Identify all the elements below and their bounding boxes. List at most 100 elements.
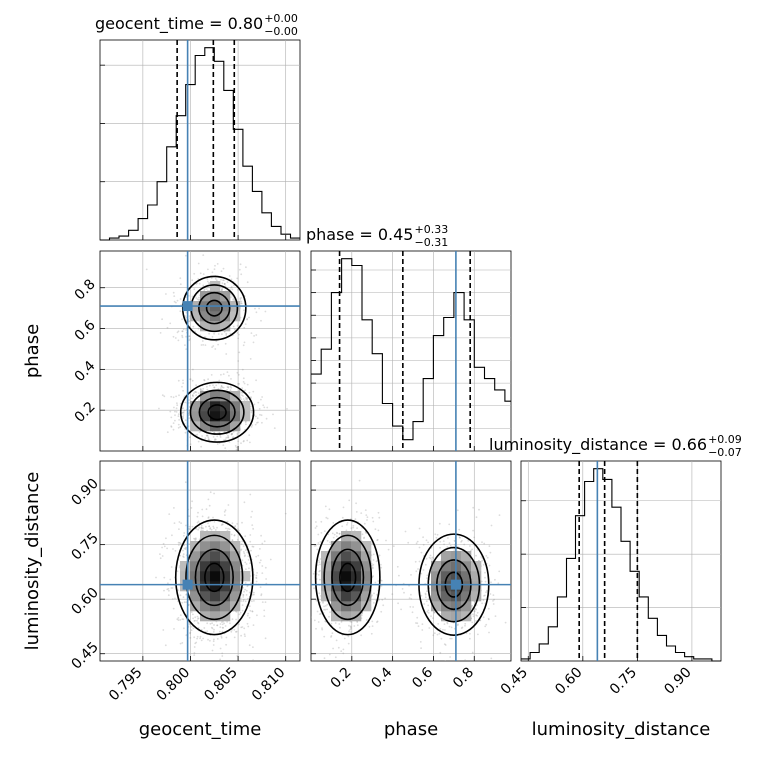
sample-point <box>172 291 175 294</box>
sample-point <box>197 627 200 629</box>
sample-point <box>190 507 193 509</box>
sample-point <box>477 633 479 636</box>
density-cell <box>230 551 241 562</box>
sample-point <box>252 528 255 530</box>
sample-point <box>166 588 169 591</box>
sample-point <box>348 499 351 502</box>
sample-point <box>208 282 211 285</box>
density-cell <box>341 541 352 552</box>
sample-point <box>438 522 441 525</box>
sample-point <box>427 598 430 601</box>
sample-point <box>315 521 317 523</box>
density-cell <box>200 531 211 542</box>
sample-point <box>207 268 209 271</box>
sample-point <box>211 622 214 625</box>
sample-point <box>450 637 453 640</box>
sample-point <box>318 570 321 573</box>
sample-point <box>172 548 174 550</box>
sample-point <box>172 396 175 399</box>
sample-point <box>212 384 214 387</box>
sample-point <box>182 556 185 558</box>
sample-point <box>254 423 257 426</box>
sample-point <box>208 504 211 507</box>
sample-point <box>350 527 353 529</box>
density-cell <box>220 311 231 322</box>
sample-point <box>240 442 242 445</box>
sample-point <box>444 629 446 631</box>
sample-point <box>209 528 212 530</box>
sample-point <box>167 587 170 590</box>
sample-point <box>192 395 195 398</box>
sample-point <box>189 378 192 381</box>
sample-point <box>221 386 224 389</box>
title-main: geocent_time = 0.80 <box>95 14 263 34</box>
sample-point <box>249 540 252 543</box>
sample-point <box>222 386 225 389</box>
sample-point <box>238 268 241 271</box>
sample-point <box>484 576 486 579</box>
sample-point <box>460 541 462 543</box>
sample-point <box>176 404 179 407</box>
sample-point <box>209 639 211 642</box>
sample-point <box>194 537 197 540</box>
sample-point <box>216 526 218 529</box>
density-cell <box>210 561 221 572</box>
sample-point <box>172 428 175 431</box>
sample-point <box>184 419 187 422</box>
sample-point <box>220 524 223 526</box>
sample-point <box>473 610 476 613</box>
sample-point <box>387 548 390 551</box>
density-cell <box>441 611 452 622</box>
sample-point <box>207 438 210 440</box>
sample-point <box>261 542 264 545</box>
sample-point <box>253 335 256 337</box>
sample-point <box>182 412 185 414</box>
sample-point <box>241 609 244 612</box>
sample-point <box>243 341 246 344</box>
sample-point <box>244 600 247 603</box>
sample-point <box>366 516 369 519</box>
sample-point <box>424 593 427 596</box>
sample-point <box>332 536 335 539</box>
density-cell <box>331 581 342 592</box>
sample-point <box>321 628 324 631</box>
sample-point <box>243 633 246 636</box>
sample-point <box>246 281 249 284</box>
sample-point <box>170 395 173 398</box>
sample-point <box>244 549 247 551</box>
sample-point <box>167 582 169 585</box>
sample-point <box>433 632 436 635</box>
sample-point <box>208 525 211 528</box>
sample-point <box>238 351 241 354</box>
density-cell <box>441 561 452 572</box>
density-cell <box>341 581 352 592</box>
density-cell <box>471 571 482 582</box>
sample-point <box>181 334 184 337</box>
sample-point <box>169 410 172 413</box>
sample-point <box>416 540 419 543</box>
sample-point <box>236 332 239 334</box>
sample-point <box>215 340 218 342</box>
sample-point <box>356 527 358 529</box>
sample-point <box>175 411 178 413</box>
sample-point <box>249 358 252 360</box>
sample-point <box>376 538 379 541</box>
x-tick-label: 0.60 <box>552 665 585 698</box>
sample-point <box>418 560 421 563</box>
sample-point <box>251 610 254 612</box>
sample-point <box>381 598 384 601</box>
density-cell <box>331 611 342 622</box>
sample-point <box>196 619 198 622</box>
sample-point <box>240 297 243 299</box>
sample-point <box>182 382 185 384</box>
sample-point <box>426 577 428 579</box>
density-cell <box>220 551 231 562</box>
sample-point <box>193 646 196 648</box>
sample-point <box>333 533 336 536</box>
sample-point <box>184 401 187 404</box>
sample-point <box>227 436 230 439</box>
sample-point <box>211 346 214 348</box>
sample-point <box>207 516 210 518</box>
sample-point <box>220 665 222 667</box>
sample-point <box>222 267 225 270</box>
